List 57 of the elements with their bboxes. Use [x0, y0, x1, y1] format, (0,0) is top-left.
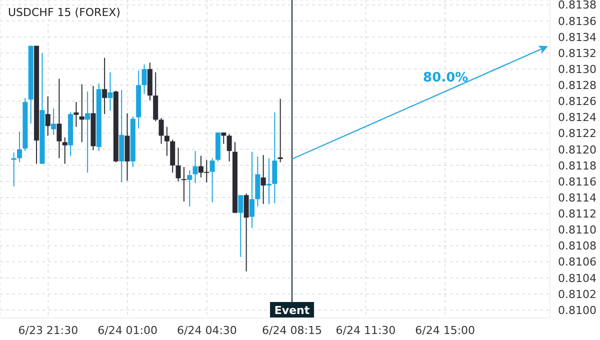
x-tick-label: 6/24 08:15 — [262, 324, 322, 337]
candlestick — [226, 134, 232, 162]
candlestick — [17, 131, 22, 163]
candlestick — [56, 78, 62, 159]
y-tick-label: 0.8134 — [558, 30, 596, 44]
candlestick — [238, 194, 244, 258]
candlestick — [62, 136, 68, 164]
candlestick — [102, 57, 108, 115]
x-tick-label: 6/24 01:00 — [98, 324, 158, 337]
y-tick-label: 0.8104 — [558, 272, 596, 285]
candlestick — [244, 193, 249, 272]
y-tick-label: 0.8118 — [558, 159, 596, 172]
y-tick-label: 0.8114 — [558, 191, 596, 204]
y-tick-label: 0.8102 — [558, 288, 596, 301]
candlestick — [11, 152, 16, 187]
text: USDCHF 15 (FOREX) — [8, 6, 120, 19]
candlestick — [181, 166, 186, 202]
y-tick-label: 0.8120 — [558, 143, 596, 156]
ref-line-label: Event — [274, 304, 310, 317]
y-tick-label: 0.8126 — [558, 95, 596, 108]
candlestick — [158, 118, 164, 144]
y-tick-label: 0.8112 — [558, 208, 596, 221]
candlestick — [266, 158, 272, 204]
y-tick-label: 0.8100 — [558, 304, 596, 317]
annotation: 80.0% — [423, 70, 468, 86]
candlestick — [79, 84, 84, 143]
candlestick — [221, 132, 226, 144]
x-tick-label: 6/24 11:30 — [336, 324, 396, 337]
candlestick — [210, 158, 215, 203]
candlestick — [278, 98, 283, 163]
y-tick-label: 0.8122 — [558, 127, 596, 140]
y-tick-label: 0.8106 — [558, 256, 596, 269]
x-tick-label: 6/23 21:30 — [18, 324, 78, 337]
candlestick — [260, 154, 266, 204]
candlestick — [176, 147, 181, 182]
candlestick — [108, 72, 113, 112]
y-tick-label: 0.8136 — [558, 14, 596, 28]
y-tick-label: 0.8108 — [558, 240, 596, 253]
candlestick — [142, 64, 147, 94]
y-tick-label: 0.8116 — [558, 175, 596, 188]
y-tick-label: 0.8132 — [558, 46, 596, 60]
candlestick — [249, 151, 254, 229]
candlestick — [74, 101, 79, 128]
y-tick-label: 0.8128 — [558, 79, 596, 92]
candlestick — [164, 126, 170, 156]
candlestick — [85, 91, 90, 174]
candlestick — [187, 170, 192, 207]
y-tick-label: 0.8138 — [558, 0, 596, 12]
y-tick-label: 0.8124 — [558, 111, 596, 124]
x-tick-label: 6/24 15:00 — [415, 324, 476, 337]
candlestick — [192, 150, 198, 184]
candlestick — [45, 96, 50, 136]
y-tick-label: 0.8110 — [558, 224, 596, 237]
candlestick — [272, 112, 278, 204]
x-tick-label: 6/24 04:30 — [177, 324, 237, 337]
candlestick — [51, 108, 56, 136]
y-tick-label: 0.8130 — [558, 62, 596, 76]
